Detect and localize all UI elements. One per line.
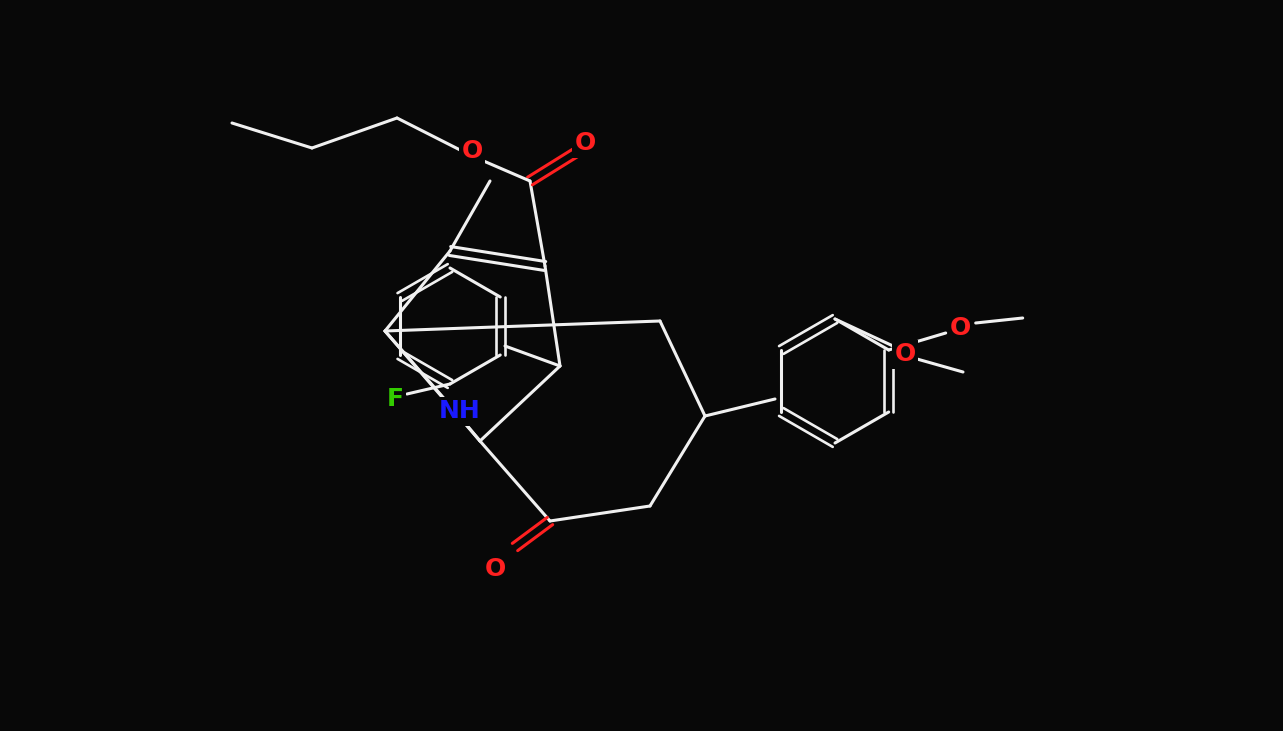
Text: O: O (485, 557, 506, 581)
Text: NH: NH (439, 399, 481, 423)
Text: F: F (386, 387, 403, 411)
Text: O: O (894, 342, 916, 366)
Text: O: O (575, 131, 595, 155)
Text: O: O (951, 316, 971, 340)
Text: O: O (462, 139, 482, 163)
